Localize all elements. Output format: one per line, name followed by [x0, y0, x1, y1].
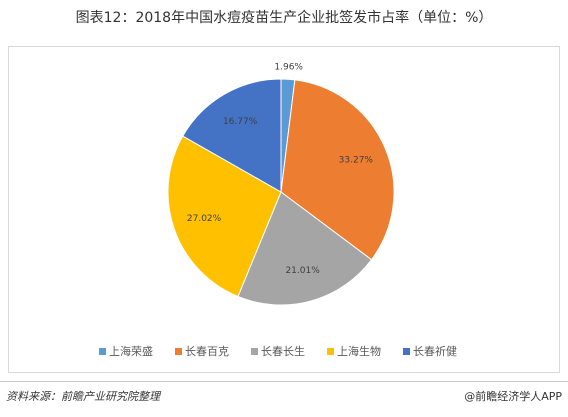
pie-slice: [237, 191, 373, 306]
data-label: 27.02%: [187, 214, 222, 224]
data-label: 1.96%: [274, 63, 303, 73]
brand: @前瞻经济学人APP: [464, 389, 562, 403]
legend-label: 长春祈健: [413, 345, 457, 358]
legend-label: 上海生物: [337, 344, 381, 358]
legend-label: 长春长生: [261, 344, 305, 358]
pie-slice: [182, 78, 282, 193]
legend-swatch: [327, 348, 334, 355]
source: 资料来源：前瞻产业研究院整理: [6, 390, 162, 403]
legend-swatch: [175, 348, 182, 355]
legend-label: 长春百克: [185, 345, 229, 358]
legend-swatch: [99, 348, 106, 355]
data-label: 16.77%: [223, 117, 258, 127]
legend-label: 上海荣盛: [109, 344, 153, 358]
data-label: 33.27%: [339, 156, 374, 166]
legend-swatch: [403, 348, 410, 355]
data-label: 21.01%: [285, 266, 320, 276]
legend-swatch: [251, 348, 258, 355]
chart-title: 图表12：2018年中国水痘疫苗生产企业批签发市占率（单位：%）: [76, 9, 493, 26]
pie-slice: [280, 79, 395, 261]
